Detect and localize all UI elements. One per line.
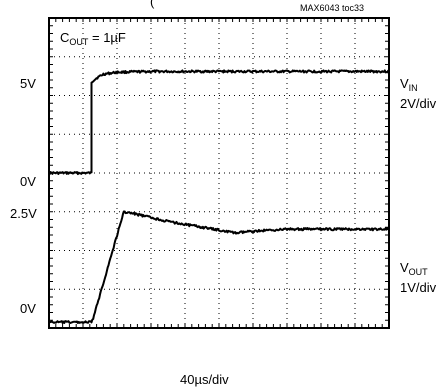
chart-code-label: MAX6043 toc33: [300, 3, 364, 13]
grid-lines: [49, 18, 389, 328]
trace-vout: [48, 210, 390, 324]
left-label-vin-low: 0V: [20, 174, 36, 189]
trace-vin: [48, 69, 390, 176]
chart-title-fragment: (: [150, 0, 155, 9]
left-label-vout-low: 0V: [20, 301, 36, 316]
cout-annotation-sub: OUT: [69, 37, 89, 47]
grid-ticks: [48, 17, 390, 329]
cout-annotation: COUT = 1µF: [60, 30, 126, 47]
series-scale-vin: 2V/div: [400, 96, 437, 111]
cout-annotation-rest: = 1µF: [88, 30, 126, 45]
series-label-vin-sub: IN: [409, 83, 418, 93]
series-scale-vout: 1V/div: [400, 280, 437, 295]
traces: [48, 69, 390, 324]
x-axis-label: 40µs/div: [180, 372, 229, 387]
left-label-vin-high: 5V: [20, 76, 36, 91]
series-label-vout: VOUT: [400, 260, 428, 277]
series-label-vin: VIN: [400, 76, 418, 93]
series-label-vin-main: V: [400, 76, 409, 91]
cout-annotation-main: C: [60, 30, 69, 45]
left-label-vout-high: 2.5V: [10, 206, 37, 221]
series-label-vout-main: V: [400, 260, 409, 275]
series-label-vout-sub: OUT: [409, 267, 429, 277]
